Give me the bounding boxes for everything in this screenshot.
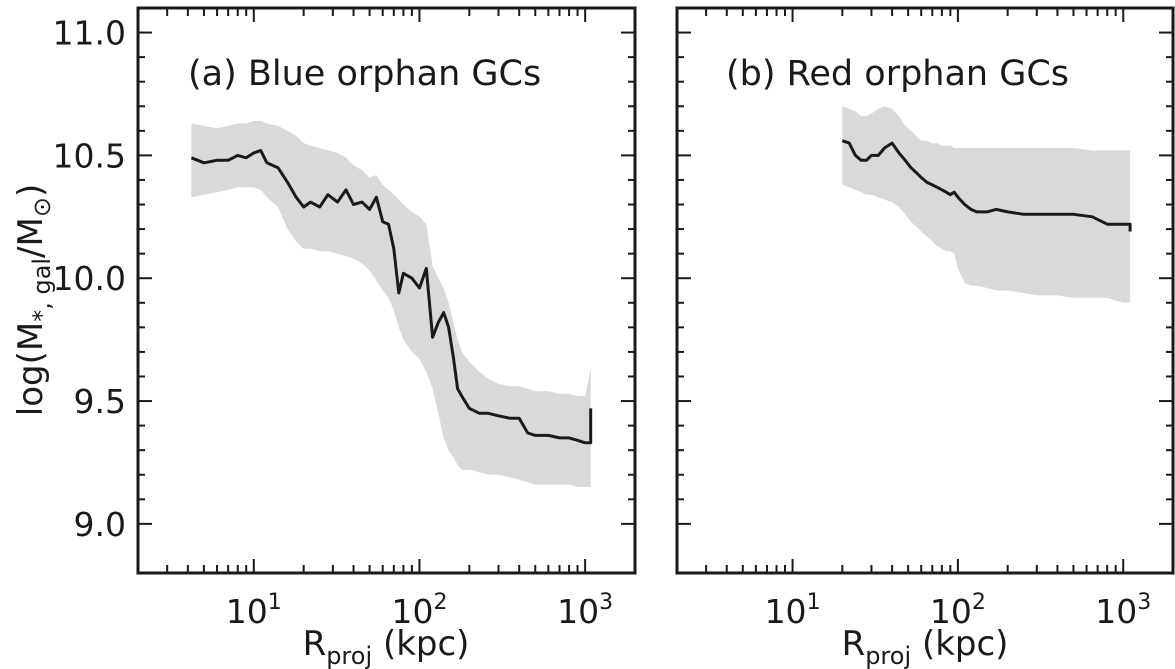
axes-frame-b [675, 6, 1175, 575]
y-tick-label: 11.0 [53, 14, 126, 53]
y-axis-label: log(M*, gal/M⊙) [11, 184, 56, 416]
sun-symbol: ⊙ [28, 197, 56, 217]
x-axis-label-b: Rproj (kpc) [842, 624, 1009, 669]
panel-b-title: (b) Red orphan GCs [726, 54, 1069, 94]
x-tick-label-exponent: 1 [807, 590, 821, 615]
axes-frame-a [136, 6, 637, 575]
plot-area-b: 101 102 103 [676, 8, 1174, 631]
uncertainty-band-1-0 [842, 106, 1131, 303]
x-tick-label-exponent: 2 [433, 590, 447, 615]
x-tick-label-base: 10 [1095, 592, 1137, 631]
x-axis-label-a: Rproj (kpc) [303, 624, 470, 669]
x-tick-label-base: 10 [930, 592, 972, 631]
y-tick-label: 9.5 [74, 382, 126, 421]
median-line-1-0 [841, 139, 1132, 232]
x-tick-label: 101 [226, 590, 282, 631]
x-tick-label: 103 [557, 590, 613, 631]
x-tick-label-exponent: 2 [972, 590, 986, 615]
x-tick-label: 101 [765, 590, 821, 631]
x-tick-label-exponent: 1 [268, 590, 282, 615]
panel-red-orphan-gcs: 101 102 103 (b) Red orphan GCs Rproj (kpc) [675, 6, 1175, 669]
x-tick-label-base: 10 [391, 592, 433, 631]
y-tick-label: 10.5 [53, 136, 126, 175]
x-tick-label: 102 [391, 590, 447, 631]
x-tick-label-exponent: 3 [1137, 590, 1151, 615]
y-tick-label: 10.0 [53, 259, 126, 298]
median-line-0-0 [190, 149, 593, 445]
x-tick-label: 103 [1095, 590, 1151, 631]
uncertainty-band-0-0 [191, 121, 591, 487]
x-tick-label-base: 10 [765, 592, 807, 631]
x-tick-label-base: 10 [226, 592, 268, 631]
y-tick-label: 9.0 [74, 505, 126, 544]
x-tick-label: 102 [930, 590, 986, 631]
panel-a-title: (a) Blue orphan GCs [188, 54, 541, 94]
x-tick-label-exponent: 3 [599, 590, 613, 615]
x-tick-label-base: 10 [557, 592, 599, 631]
